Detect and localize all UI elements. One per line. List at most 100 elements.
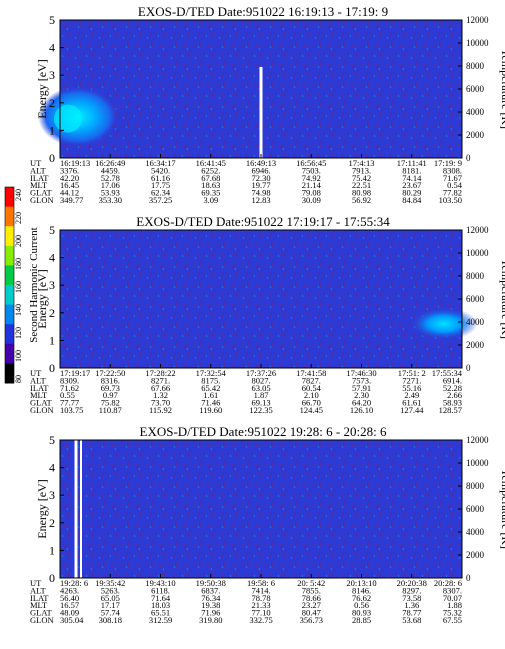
colorbar-swatch: [5, 265, 14, 286]
table-cell: 16:56:45: [296, 158, 326, 168]
table-cell: 66.70: [302, 398, 321, 408]
y2-tick-label: 0: [466, 573, 471, 583]
colorbar-swatch: [5, 304, 14, 325]
table-cell: 8027.: [251, 375, 270, 385]
table-cell: 6118.: [151, 585, 170, 595]
table-cell: 8307.: [443, 585, 462, 595]
table-cell: 7855.: [302, 585, 321, 595]
y2-tick-label: 2000: [466, 340, 485, 350]
table-cell: 6252.: [201, 165, 220, 175]
y2-tick-label: 2000: [466, 130, 485, 140]
y-tick-label: 3: [49, 278, 55, 292]
table-cell: 6837.: [201, 585, 220, 595]
table-cell: 55.16: [402, 383, 421, 393]
table-cell: 71.96: [201, 608, 220, 618]
y2-tick-label: 10000: [466, 248, 489, 258]
y-axis-label: Energy [eV]: [35, 269, 49, 328]
y-tick-label: 2: [49, 306, 55, 320]
colorbar-label: Second Harmonic Current: [28, 227, 40, 342]
y2-tick-label: 4000: [466, 527, 485, 537]
colorbar-swatch: [5, 343, 14, 364]
table-cell: 28.85: [352, 615, 371, 625]
table-cell: 1.88: [447, 600, 462, 610]
table-cell: 75.82: [101, 398, 120, 408]
table-cell: 71.64: [151, 593, 171, 603]
colorbar-swatch: [5, 206, 14, 227]
table-cell: 75.42: [352, 173, 371, 183]
colorbar-tick-label: 100: [14, 350, 23, 362]
row-label: MLT: [30, 600, 48, 610]
table-cell: 6914.: [443, 375, 462, 385]
table-cell: 80.98: [352, 188, 371, 198]
y-tick-label: 4: [49, 41, 55, 55]
table-cell: 20:20:38: [397, 578, 427, 588]
table-cell: 7271.: [402, 375, 421, 385]
table-cell: 75.32: [443, 608, 462, 618]
table-cell: 103.75: [60, 405, 83, 415]
table-cell: 71.67: [443, 173, 462, 183]
y-tick-label: 5: [49, 13, 55, 27]
table-cell: 16:49:13: [246, 158, 276, 168]
table-cell: 356.73: [300, 615, 323, 625]
y2-axis-label: Temperature [K]: [499, 469, 505, 549]
colorbar-tick-label: 180: [14, 258, 23, 270]
table-cell: 71.46: [201, 398, 220, 408]
table-cell: 78.77: [402, 608, 421, 618]
y-tick-label: 0: [49, 571, 55, 585]
table-cell: 17:19:17: [60, 368, 90, 378]
y-tick-label: 2: [49, 516, 55, 530]
row-label: GLON: [30, 615, 54, 625]
table-cell: 58.93: [443, 398, 462, 408]
table-cell: 69.35: [201, 188, 220, 198]
table-cell: 56.92: [352, 195, 371, 205]
colorbar-tick-label: 140: [14, 304, 23, 316]
table-cell: 7827.: [302, 375, 321, 385]
table-cell: 308.18: [99, 615, 122, 625]
row-label: MLT: [30, 390, 48, 400]
table-cell: 19.77: [251, 180, 270, 190]
table-cell: 65.05: [101, 593, 120, 603]
table-cell: 79.08: [302, 188, 321, 198]
table-cell: 16:34:17: [145, 158, 175, 168]
table-cell: 17:51: 2: [398, 368, 426, 378]
table-cell: 1.32: [153, 390, 168, 400]
table-cell: 65.42: [201, 383, 220, 393]
table-cell: 67.55: [443, 615, 462, 625]
table-cell: 312.59: [149, 615, 172, 625]
colorbar-frame: [4, 186, 15, 384]
table-cell: 7503.: [302, 165, 321, 175]
table-cell: 128.57: [439, 405, 462, 415]
table-cell: 44.12: [60, 188, 79, 198]
table-cell: 6946.: [251, 165, 270, 175]
table-cell: 17:32:54: [196, 368, 227, 378]
table-cell: 119.60: [199, 405, 222, 415]
table-cell: 17.06: [101, 180, 120, 190]
y2-tick-label: 12000: [466, 225, 489, 235]
table-cell: 7414.: [251, 585, 270, 595]
spectrogram-panel-1: EXOS-D/TED Date:951022 16:19:13 - 17:19:…: [30, 4, 505, 205]
table-cell: 8146.: [352, 585, 371, 595]
table-cell: 80.29: [402, 188, 421, 198]
y2-axis-label: Temperature [K]: [499, 49, 505, 129]
y2-tick-label: 12000: [466, 15, 489, 25]
table-cell: 19:50:38: [196, 578, 226, 588]
row-label: UT: [30, 578, 42, 588]
table-cell: 76.62: [352, 593, 371, 603]
table-cell: 305.04: [60, 615, 84, 625]
row-label: ALT: [30, 585, 47, 595]
table-cell: 42.20: [60, 173, 79, 183]
data-gap: [80, 440, 82, 578]
table-cell: 74.98: [251, 188, 270, 198]
hot-ion-patch: [410, 307, 478, 340]
table-cell: 126.10: [350, 405, 373, 415]
colorbar-tick-label: 120: [14, 327, 23, 339]
table-cell: 0.56: [354, 600, 369, 610]
table-cell: 332.75: [249, 615, 272, 625]
table-cell: 67.66: [151, 383, 170, 393]
table-cell: 349.77: [60, 195, 83, 205]
table-cell: 103.50: [439, 195, 462, 205]
table-cell: 73.70: [151, 398, 170, 408]
colorbar-swatch: [5, 363, 14, 384]
row-label: MLT: [30, 180, 48, 190]
